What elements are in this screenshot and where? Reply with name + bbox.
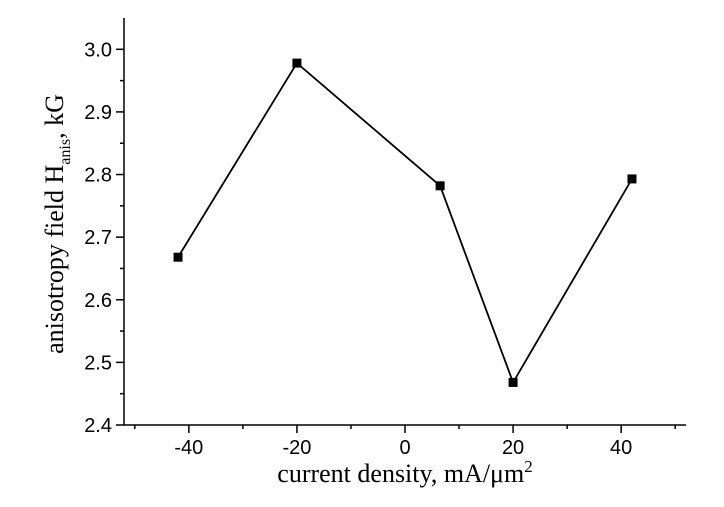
y-tick-label: 2.4 [84, 415, 112, 437]
y-axis-title: anisotropy field Hanis, kG [40, 94, 74, 354]
y-tick-label: 3.0 [84, 39, 112, 61]
data-point-marker [435, 181, 445, 191]
series-line [177, 61, 633, 385]
x-tick-label: 20 [502, 437, 524, 459]
y-tick-label: 2.7 [84, 227, 112, 249]
data-point-marker [508, 377, 518, 387]
x-tick-label: 0 [399, 437, 410, 459]
x-tick-label: -20 [282, 437, 311, 459]
y-tick-label: 2.5 [84, 352, 112, 374]
plot-area [123, 18, 686, 426]
data-point-marker [627, 174, 637, 184]
data-point-marker [173, 252, 183, 262]
x-axis-title: current density, mA/μm2 [277, 457, 532, 488]
x-tick-label: -40 [174, 437, 203, 459]
y-tick-label: 2.9 [84, 102, 112, 124]
y-tick-label: 2.8 [84, 165, 112, 187]
x-tick-label: 40 [610, 437, 632, 459]
y-tick-label: 2.6 [84, 290, 112, 312]
data-point-marker [292, 58, 302, 68]
